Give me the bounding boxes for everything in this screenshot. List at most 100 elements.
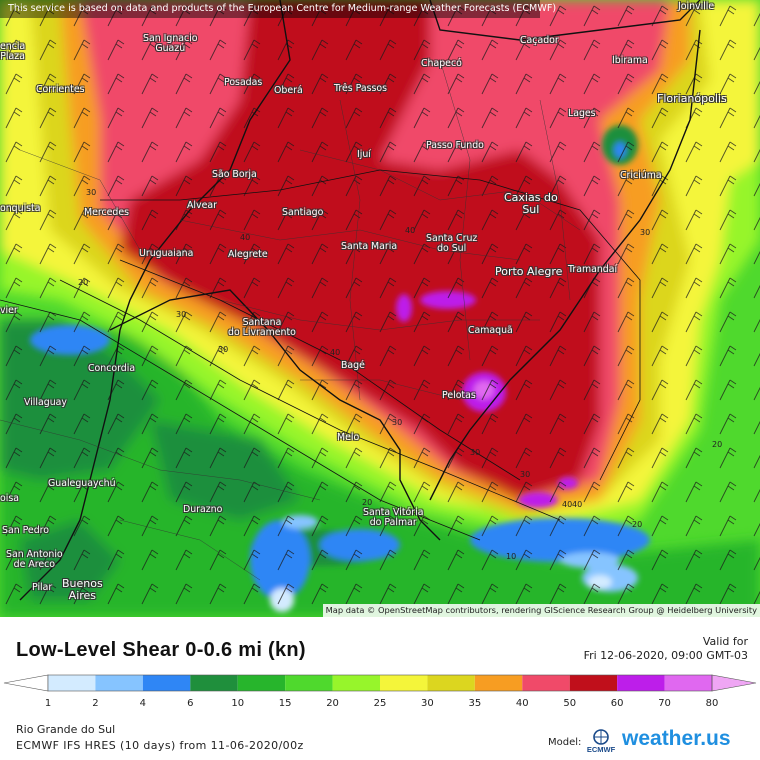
contour-label: 40 (330, 348, 341, 357)
color-scale-tick: 60 (610, 698, 624, 709)
city-label-san-ignacio-guazu: San Ignacio Guazú (143, 33, 198, 54)
city-label-durazno: Durazno (183, 504, 223, 515)
city-label-pelotas: Pelotas (442, 390, 476, 401)
city-label-bage: Bagé (341, 360, 365, 371)
city-label-villaguay: Villaguay (24, 397, 67, 408)
color-scale-tick: 50 (563, 698, 577, 709)
contour-label: 30 (470, 448, 481, 457)
contour-label: 30 (176, 310, 187, 319)
city-label-buenos-aires: Buenos Aires (62, 577, 103, 602)
weather-map[interactable]: This service is based on data and produc… (0, 0, 760, 617)
color-scale-swatch (285, 675, 333, 691)
color-scale-swatch (427, 675, 475, 691)
region-name: Rio Grande do Sul (16, 723, 116, 736)
model-run-info: ECMWF IFS HRES (10 days) from 11-06-2020… (16, 739, 304, 752)
city-label-mercedes: Mercedes (84, 207, 130, 218)
city-label-ibirama: Ibirama (612, 55, 648, 66)
ecmwf-logo-text: ECMWF (587, 745, 616, 754)
city-label-san-pedro: San Pedro (2, 525, 50, 536)
city-label-san-antonio-de-areco: San Antonio de Areco (6, 549, 63, 570)
city-label-encia-plaza: encia Plaza (0, 41, 26, 62)
color-scale-swatch (569, 675, 618, 691)
city-label-lages: Lages (568, 108, 596, 119)
contour-label: 30 (640, 228, 651, 237)
color-scale-tick: 6 (187, 698, 194, 709)
map-title: Low-Level Shear 0-0.6 mi (kn) (16, 639, 306, 661)
valid-time: Fri 12-06-2020, 09:00 GMT-03 (583, 649, 748, 662)
contour-lines (0, 169, 641, 541)
color-scale-tick: 70 (658, 698, 671, 709)
city-label-alegrete: Alegrete (228, 249, 268, 260)
city-label-oisa: oisa (0, 493, 19, 504)
color-scale-tick: 10 (231, 698, 245, 709)
color-scale-tick: 30 (421, 698, 434, 709)
city-label-joinville: Joinville (678, 1, 715, 12)
city-label-caxias-do-sul: Caxias do Sul (504, 191, 558, 216)
valid-label: Valid for (702, 635, 748, 648)
contour-label: 20 (362, 498, 373, 507)
city-label-santana-do-livramento: Santana do Livramento (228, 317, 296, 338)
color-scale-tick: 2 (92, 698, 99, 709)
city-label-porto-alegre: Porto Alegre (495, 265, 563, 278)
city-label-vier: vier (0, 305, 18, 316)
contour-label: 30 (392, 418, 403, 427)
city-label-passo-fundo: Passo Fundo (426, 140, 484, 151)
color-scale-swatch (190, 675, 238, 691)
city-label-florianopolis: Florianópolis (657, 92, 727, 105)
color-scale-tick: 15 (278, 698, 292, 709)
city-label-chapeco: Chapecó (421, 58, 462, 69)
color-scale-tick: 20 (326, 698, 339, 709)
color-scale-tick: 35 (468, 698, 482, 709)
city-label-ijui: Ijuí (357, 149, 371, 160)
contour-label: 10 (506, 552, 517, 561)
city-label-santa-maria: Santa Maria (341, 241, 398, 252)
city-label-criciuma: Criciúma (620, 170, 662, 181)
color-scale-tick: 25 (373, 698, 387, 709)
district-lines (0, 59, 581, 581)
color-scale-swatch (48, 675, 96, 691)
legend-panel: Low-Level Shear 0-0.6 mi (kn) Valid for … (0, 617, 760, 760)
city-label-onquista: onquista (0, 203, 41, 214)
color-scale-swatch (380, 675, 428, 691)
city-label-santiago: Santiago (282, 207, 324, 218)
color-scale-swatch (332, 675, 380, 691)
borders (19, 0, 701, 601)
city-label-camaqua: Camaquã (468, 325, 513, 336)
city-label-concordia: Concordia (88, 363, 136, 374)
city-label-gualeguaychu: Gualeguaychú (48, 478, 116, 489)
city-label-santa-cruz-do-sul: Santa Cruz do Sul (426, 233, 478, 254)
ecmwf-logo: ECMWF (587, 729, 616, 754)
contour-label: 20 (78, 278, 89, 287)
color-scale-swatch (617, 675, 665, 691)
city-label-pilar: Pilar (32, 582, 53, 593)
color-scale-high-arrow (711, 674, 757, 692)
color-scale-swatch (237, 675, 286, 691)
map-attribution[interactable]: Map data © OpenStreetMap contributors, r… (322, 604, 760, 617)
contour-label: 40 (405, 226, 416, 235)
contour-label: 40 (240, 233, 251, 242)
city-label-santa-vitoria-do-palmar: Santa Vitória do Palmar (363, 507, 424, 528)
contour-label: 20 (712, 440, 723, 449)
color-scale-swatch (142, 675, 191, 691)
color-scale-tick: 40 (515, 698, 529, 709)
city-label-melo: Melo (337, 432, 360, 443)
ecmwf-disclaimer-banner: This service is based on data and produc… (0, 0, 556, 18)
contour-label: 40 (562, 500, 573, 509)
contour-label: 30 (520, 470, 531, 479)
contour-label: 30 (86, 188, 97, 197)
shear-field-map (0, 0, 760, 617)
city-label-obera: Oberá (274, 85, 303, 96)
color-scale-low-arrow (3, 674, 49, 692)
color-scale-swatch (95, 675, 143, 691)
brand-logo-weatherus[interactable]: weather.us (622, 727, 731, 750)
city-label-posadas: Posadas (224, 77, 263, 88)
city-label-tres-passos: Três Passos (334, 83, 387, 94)
color-scale-tick: 4 (139, 698, 147, 709)
color-scale-swatch (522, 675, 570, 691)
model-label: Model: (548, 737, 582, 748)
color-scale-tick: 1 (44, 698, 52, 709)
color-scale-bar (3, 674, 757, 692)
color-scale-swatch (474, 675, 523, 691)
contour-label: 30 (218, 345, 229, 354)
city-label-sao-borja: São Borja (212, 169, 257, 180)
